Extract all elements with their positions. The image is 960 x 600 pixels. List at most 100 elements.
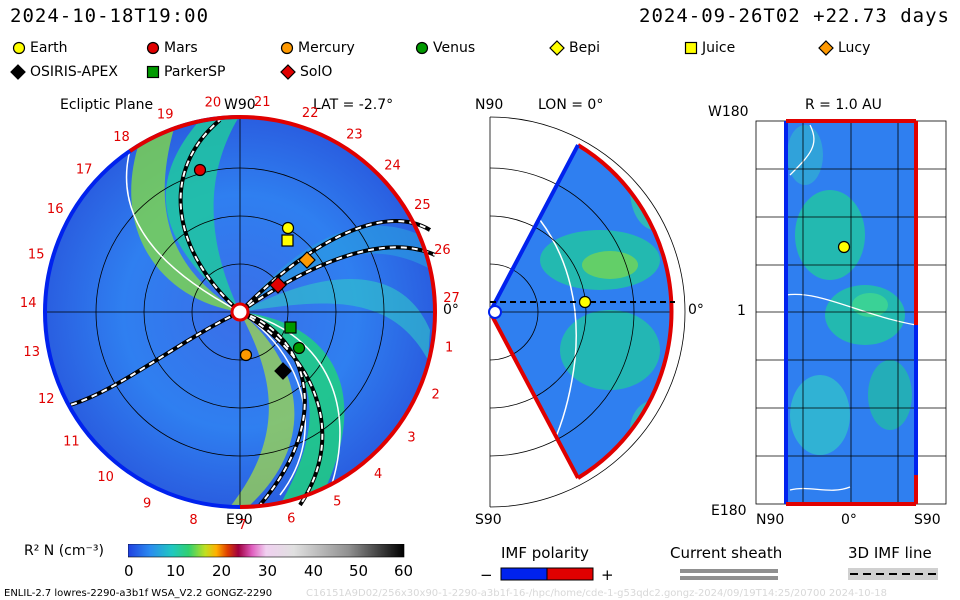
parkersp-marker-icon: [146, 65, 160, 79]
legend-venus: Venus: [415, 40, 475, 56]
osiris-apex-marker: [274, 362, 292, 380]
map-x-label-s90: S90: [914, 512, 941, 528]
synoptic-map: [755, 119, 947, 506]
legend-parkersp: ParkerSP: [146, 64, 225, 80]
legend-osiris-apex: OSIRIS-APEX: [10, 64, 118, 80]
meridional-top-label: N90: [475, 97, 504, 113]
ecliptic-contours: [125, 149, 341, 496]
current-sheath-title: Current sheath: [670, 544, 783, 562]
colorbar-tick: 60: [394, 562, 414, 580]
day-label: 26: [434, 243, 451, 258]
day-label: 22: [302, 106, 319, 121]
meridional-lon-label: LON = 0°: [538, 97, 604, 113]
day-label: 5: [333, 494, 341, 509]
juice-marker-icon: [684, 41, 698, 55]
meridional-bottom-label: S90: [475, 512, 502, 528]
day-label: 25: [414, 198, 431, 213]
colorbar-tick: 40: [304, 562, 324, 580]
legend-label: ParkerSP: [164, 64, 226, 80]
ecliptic-lat-label: LAT = -2.7°: [313, 97, 394, 113]
legend-earth: Earth: [12, 40, 68, 56]
parkersp-marker: [284, 321, 297, 334]
earth-marker: [281, 221, 295, 235]
ecliptic-right-label: 0°: [443, 302, 459, 318]
meridional-boundary-blue-top: [488, 144, 580, 313]
juice-marker: [281, 234, 294, 247]
sun-icon: [230, 302, 250, 322]
colorbar: [128, 544, 405, 558]
mercury-marker-icon: [280, 41, 294, 55]
colorbar-tick: 10: [166, 562, 186, 580]
imf-negative-swatch: [500, 567, 548, 581]
ecliptic-positive-boundary: [239, 115, 437, 509]
day-label: 20: [205, 96, 222, 111]
legend-label: OSIRIS-APEX: [30, 64, 118, 80]
day-label: 2: [431, 388, 439, 403]
ecliptic-bottom-label: E90: [226, 512, 253, 528]
footer-left: ENLIL-2.7 lowres-2290-a3b1f WSA_V2.2 GON…: [4, 588, 273, 599]
legend-bepi: Bepi: [549, 40, 600, 56]
lucy-marker-icon: [818, 40, 834, 56]
earth-marker-icon: [12, 41, 26, 55]
mercury-marker: [239, 348, 253, 362]
legend-label: Mars: [164, 40, 198, 56]
day-label: 23: [346, 128, 363, 143]
imf-3d-title: 3D IMF line: [848, 544, 932, 562]
legend-solo: SolO: [280, 64, 332, 80]
day-label: 18: [113, 130, 130, 145]
ecliptic-title: Ecliptic Plane: [60, 97, 154, 113]
imf-3d-swatch: [848, 568, 938, 580]
day-label: 27: [443, 291, 460, 306]
meridional-plot: [488, 116, 686, 508]
sun-icon: [488, 305, 502, 319]
osiris-apex-marker-icon: [10, 64, 26, 80]
lucy-marker: [298, 251, 316, 269]
legend-label: Juice: [702, 40, 736, 56]
day-label: 19: [157, 108, 174, 123]
day-label: 10: [97, 470, 114, 485]
legend-label: Mercury: [298, 40, 355, 56]
day-label: 1: [445, 340, 453, 355]
earth-marker: [578, 295, 592, 309]
legend-label: Bepi: [569, 40, 600, 56]
meridional-right-label: 0°: [688, 302, 704, 318]
meridional-boundary-red: [576, 143, 674, 480]
day-label: 6: [287, 512, 295, 527]
map-bottom-left-label: E180: [711, 503, 747, 519]
day-label: 15: [28, 248, 45, 263]
bepi-marker-icon: [549, 40, 565, 56]
solo-marker: [269, 276, 287, 294]
map-title: R = 1.0 AU: [805, 97, 882, 113]
day-label: 7: [238, 518, 246, 533]
ecliptic-bodies: [193, 163, 316, 380]
day-label: 16: [47, 202, 64, 217]
day-label: 9: [143, 497, 151, 512]
colorbar-tick: 0: [124, 562, 134, 580]
legend-label: Lucy: [838, 40, 871, 56]
day-label: 24: [384, 159, 401, 174]
legend-mercury: Mercury: [280, 40, 355, 56]
venus-marker: [292, 341, 306, 355]
map-x-label-0: 0°: [841, 512, 857, 528]
legend-lucy: Lucy: [818, 40, 870, 56]
day-label: 14: [20, 296, 37, 311]
map-density: [785, 124, 917, 491]
day-label: 21: [254, 95, 271, 110]
solo-marker-icon: [280, 64, 296, 80]
legend-label: Earth: [30, 40, 68, 56]
legend-juice: Juice: [684, 40, 735, 56]
ecliptic-grid: [45, 117, 435, 507]
current-sheath-swatch: [680, 569, 778, 580]
day-label: 3: [407, 431, 415, 446]
meridional-wedge: [490, 145, 672, 478]
earth-marker: [837, 240, 851, 254]
imf-plus: +: [601, 566, 614, 584]
venus-marker-icon: [415, 41, 429, 55]
imf-positive-swatch: [546, 567, 594, 581]
day-label: 13: [23, 345, 40, 360]
ecliptic-spiral-dashes: [69, 119, 436, 506]
legend-label: SolO: [300, 64, 333, 80]
colorbar-label: R² N (cm⁻³): [24, 543, 104, 559]
colorbar-tick: 30: [258, 562, 278, 580]
